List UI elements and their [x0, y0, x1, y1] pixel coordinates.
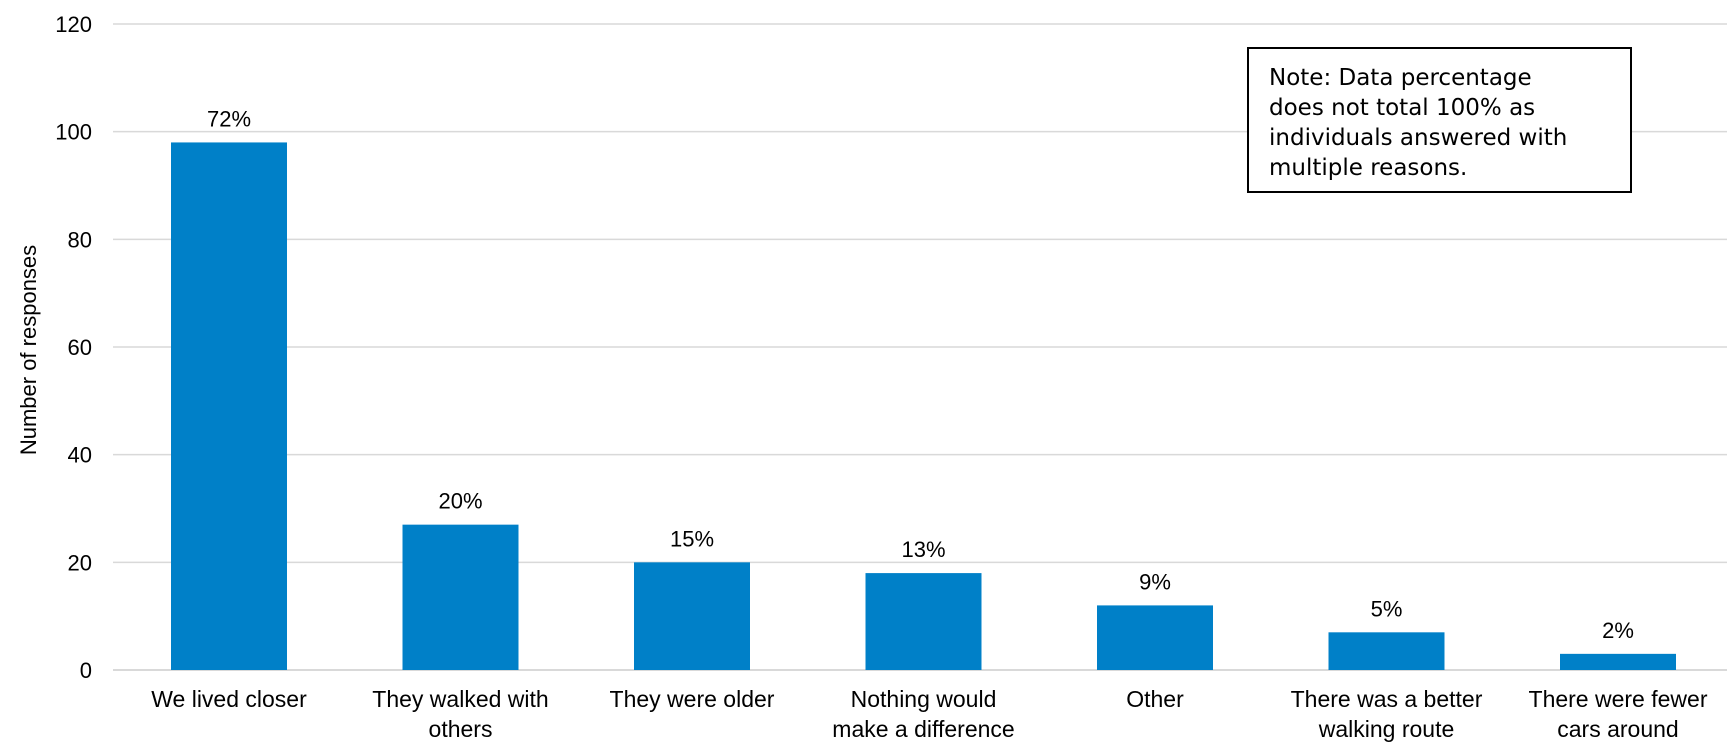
bar	[402, 524, 519, 670]
x-tick-label: We lived closer	[151, 686, 307, 712]
y-tick-label: 120	[55, 12, 92, 37]
data-label: 13%	[901, 537, 945, 562]
data-label: 5%	[1371, 596, 1403, 621]
bar	[171, 142, 287, 670]
y-tick-label: 100	[55, 120, 92, 145]
y-tick-label: 40	[68, 443, 92, 468]
data-label: 2%	[1602, 618, 1634, 643]
bar	[1560, 653, 1676, 670]
y-axis-ticks: 0 20 40 60 80 100 120	[55, 12, 92, 683]
x-axis-ticks: We lived closer They walked with othersThe…	[151, 686, 1708, 742]
x-tick-label: They were older	[610, 686, 775, 712]
data-labels: 72% 20% 15% 13% 9% 5% 2%	[207, 106, 1634, 642]
x-tick-label-line: Nothing would	[851, 686, 997, 712]
y-tick-label: 20	[68, 550, 92, 575]
data-label: 15%	[670, 526, 714, 551]
x-tick-label-line: others	[429, 716, 493, 742]
x-tick-label-line: walking route	[1318, 716, 1455, 742]
gridlines	[113, 23, 1727, 671]
y-tick-label: 0	[80, 658, 92, 683]
x-tick-label-line: We lived closer	[151, 686, 307, 712]
y-tick-label: 80	[68, 227, 92, 252]
x-tick-label-line: cars around	[1557, 716, 1678, 742]
data-label: 72%	[207, 106, 251, 131]
y-tick-label: 60	[68, 335, 92, 360]
bar	[1097, 605, 1213, 670]
x-tick-label: Other	[1126, 686, 1184, 712]
data-label: 9%	[1139, 569, 1171, 594]
x-tick-label: There were fewer cars around	[1529, 686, 1708, 742]
x-tick-label-line: They walked with	[372, 686, 548, 712]
x-tick-label-line: Other	[1126, 686, 1184, 712]
bars	[171, 142, 1676, 670]
x-tick-label: They walked with others	[372, 686, 548, 742]
x-tick-label: Nothing would make a difference	[832, 686, 1014, 742]
x-tick-label-line: make a difference	[832, 716, 1014, 742]
note-annotation: Note: Data percentage does not total 100…	[1247, 47, 1632, 193]
y-axis-label: Number of responses	[16, 245, 41, 455]
x-tick-label: There was a better walking route	[1291, 686, 1483, 742]
bar	[865, 573, 982, 670]
bar	[634, 562, 750, 670]
x-tick-label-line: There was a better	[1291, 686, 1483, 712]
data-label: 20%	[438, 489, 482, 514]
x-tick-label-line: They were older	[610, 686, 775, 712]
bar	[1328, 632, 1445, 670]
x-tick-label-line: There were fewer	[1529, 686, 1708, 712]
